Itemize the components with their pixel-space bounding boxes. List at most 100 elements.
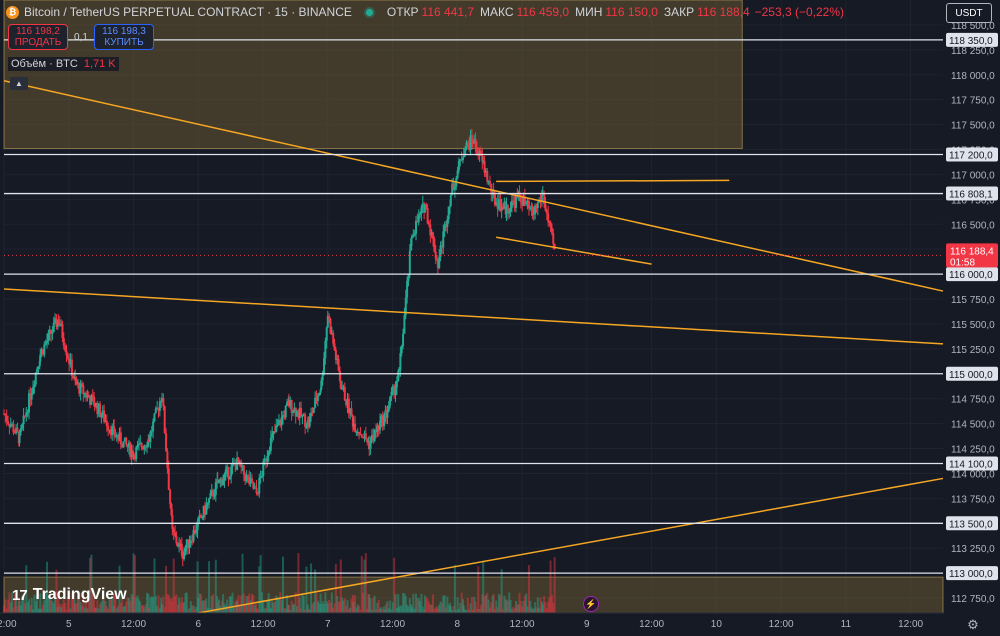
volume-bar: [399, 605, 402, 613]
volume-bar: [181, 602, 184, 613]
candle-body: [398, 370, 401, 372]
volume-bar: [244, 605, 247, 613]
candle-body: [289, 399, 292, 407]
volume-bar: [140, 605, 143, 613]
candle-body: [419, 213, 422, 216]
volume-bar: [406, 604, 409, 613]
level-price-label: 116 000,0: [949, 270, 993, 281]
candle-body: [252, 481, 255, 489]
candle-body: [47, 332, 50, 341]
volume-bar: [7, 599, 10, 613]
collapse-legend-icon[interactable]: ▲: [10, 77, 28, 90]
candle-body: [343, 386, 346, 401]
candle-body: [543, 193, 546, 205]
volume-bar: [90, 554, 93, 613]
volume-bar: [283, 608, 286, 613]
volume-bar: [336, 596, 339, 613]
lightning-icon[interactable]: ⚡: [583, 596, 599, 612]
volume-bar: [46, 561, 49, 613]
volume-bar: [214, 559, 217, 613]
volume-bar: [276, 597, 279, 613]
horizontal-levels[interactable]: 118 350,0 117 200,0 116 808,1 116 000,0 115 …: [4, 32, 998, 581]
volume-bar: [543, 596, 546, 613]
gear-icon[interactable]: ⚙: [967, 617, 979, 632]
open-value: 116 441,7: [421, 5, 475, 19]
volume-bar: [103, 598, 106, 613]
volume-bar: [398, 607, 401, 613]
volume-bar: [354, 595, 357, 613]
volume-bar: [73, 599, 76, 613]
sell-button[interactable]: 116 198,2 ПРОДАТЬ: [8, 24, 68, 50]
volume-bar: [368, 594, 371, 613]
candle-body: [100, 415, 103, 417]
volume-bar: [532, 608, 535, 613]
volume-bar: [199, 594, 202, 613]
candle-body: [479, 150, 482, 156]
price-tick-label: 118 500,0: [951, 21, 995, 32]
volume-bar: [342, 600, 345, 613]
candle-body: [82, 385, 85, 395]
candle-body: [265, 458, 268, 462]
candle-body: [436, 258, 439, 261]
candle-body: [402, 333, 405, 347]
volume-legend[interactable]: Объём · BTC 1,71 K: [8, 57, 119, 71]
candle-body: [139, 443, 142, 445]
candle-body: [381, 415, 384, 427]
change-value: −253,3 (−0,22%): [754, 5, 845, 19]
volume-bar: [231, 592, 234, 613]
volume-bar: [495, 600, 498, 613]
volume-bar: [26, 602, 29, 613]
candle-body: [453, 186, 456, 190]
volume-value: 1,71 K: [83, 58, 116, 70]
candle-body: [234, 463, 237, 465]
volume-bar: [267, 593, 270, 613]
volume-bar: [34, 601, 37, 613]
candle-body: [535, 205, 538, 209]
currency-select[interactable]: USDT: [946, 3, 992, 23]
volume-bar: [44, 593, 47, 613]
symbol-title[interactable]: Bitcoin / TetherUS PERPETUAL CONTRACT · …: [24, 5, 352, 19]
volume-bar: [189, 601, 192, 613]
volume-bar: [240, 595, 243, 613]
candle-body: [133, 455, 136, 460]
candle-body: [294, 407, 297, 417]
volume-bar: [509, 599, 512, 613]
time-tick-label: 10: [711, 619, 723, 630]
volume-bar: [318, 603, 321, 613]
volume-bar: [413, 608, 416, 613]
candle-body: [218, 479, 221, 484]
candle-body: [470, 135, 473, 143]
volume-bar: [391, 602, 394, 613]
volume-bar: [232, 607, 235, 613]
candle-body: [287, 401, 290, 407]
candle-body: [436, 260, 439, 269]
volume-bar: [500, 569, 503, 613]
candle-body: [514, 195, 517, 208]
candle-body: [79, 383, 82, 394]
candle-body: [37, 366, 40, 369]
trendline: [3, 288, 944, 345]
volume-bar: [255, 603, 258, 613]
volume-bar: [449, 602, 452, 613]
volume-bar: [284, 608, 287, 613]
candle-body: [43, 344, 46, 355]
tradingview-logo[interactable]: 17 TradingView: [12, 586, 127, 604]
candle-body: [282, 415, 285, 418]
sell-price: 116 198,2: [16, 26, 60, 37]
candle-body: [165, 432, 168, 452]
candle-body: [465, 142, 468, 150]
price-tick-label: 114 500,0: [951, 420, 995, 431]
volume-bar: [176, 604, 179, 613]
buy-button[interactable]: 116 198,3 КУПИТЬ: [94, 24, 154, 50]
candle-body: [75, 380, 78, 385]
volume-bar: [367, 594, 370, 613]
volume-bar: [403, 593, 406, 613]
candle-body: [119, 432, 122, 445]
candle-body: [400, 346, 403, 354]
trendlines[interactable]: [3, 80, 944, 614]
candle-body: [420, 207, 423, 214]
candle-body: [451, 183, 454, 196]
candle-body: [29, 393, 32, 400]
candle-body: [380, 415, 383, 422]
